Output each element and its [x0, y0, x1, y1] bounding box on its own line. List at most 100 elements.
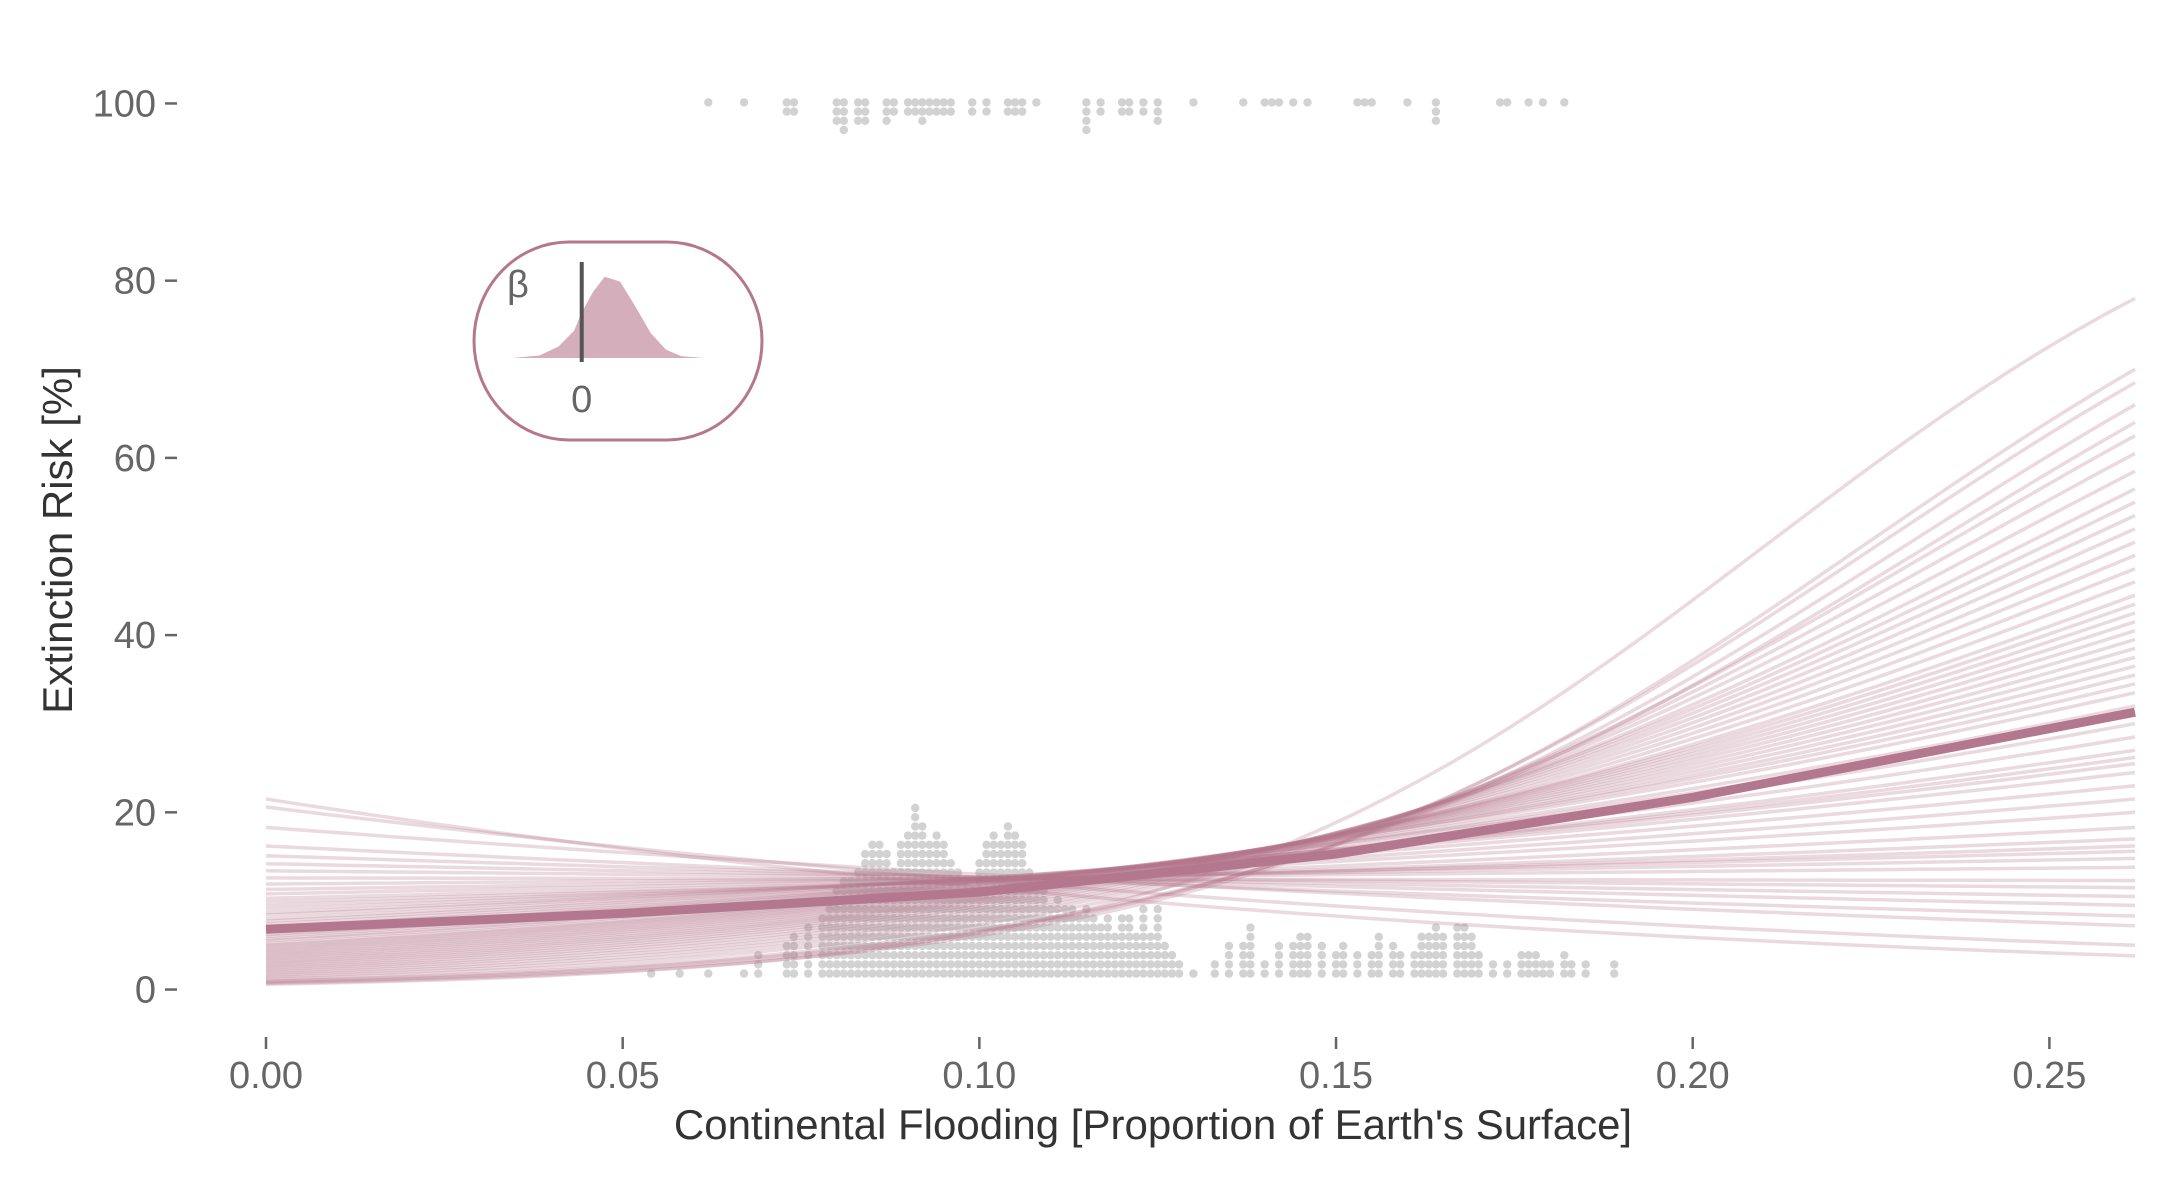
survived-point	[1032, 923, 1041, 932]
survived-point	[875, 859, 884, 868]
survived-point	[1531, 969, 1541, 978]
survived-point	[1025, 905, 1034, 914]
extinct-point	[918, 116, 927, 126]
survived-point	[939, 951, 948, 960]
survived-point	[1339, 951, 1348, 960]
survived-point	[804, 941, 813, 951]
survived-point	[1396, 969, 1405, 978]
survived-point	[946, 969, 955, 978]
survived-point	[875, 849, 884, 859]
survived-point	[754, 960, 763, 969]
extinct-point	[853, 116, 863, 126]
extinct-point	[1139, 107, 1148, 116]
survived-point	[1317, 941, 1327, 951]
survived-point	[1110, 932, 1120, 941]
survived-point	[1117, 914, 1127, 923]
survived-point	[996, 923, 1005, 932]
posterior-draw-line	[265, 602, 2136, 960]
survived-point	[1025, 923, 1034, 932]
survived-point	[932, 914, 941, 923]
survived-point	[953, 868, 963, 877]
survived-point	[975, 932, 984, 941]
survived-point	[1039, 905, 1048, 914]
survived-point	[1374, 932, 1384, 941]
survived-point	[1032, 932, 1041, 941]
survived-point	[1132, 969, 1141, 978]
survived-point	[1010, 840, 1020, 849]
survived-point	[853, 932, 863, 941]
survived-point	[1025, 969, 1034, 978]
survived-point	[868, 849, 877, 859]
survived-point	[1367, 951, 1376, 960]
posterior-draw-line	[265, 629, 2136, 955]
extinct-point	[1003, 107, 1013, 116]
survived-point	[1560, 960, 1569, 969]
y-tick-label: 40	[114, 615, 156, 657]
survived-point	[989, 905, 998, 914]
extinct-point	[1524, 98, 1533, 107]
survived-point	[875, 960, 884, 969]
survived-point	[1103, 923, 1113, 932]
survived-point	[1089, 923, 1098, 932]
survived-point	[1096, 941, 1105, 951]
extinct-point	[903, 98, 913, 107]
survived-point	[932, 831, 941, 840]
survived-point	[1117, 960, 1127, 969]
survived-point	[1096, 932, 1105, 941]
survived-point	[982, 868, 991, 877]
survived-point	[1224, 969, 1234, 978]
survived-point	[1025, 960, 1034, 969]
extinct-point	[1003, 98, 1013, 107]
survived-point	[853, 886, 863, 895]
survived-point	[1025, 895, 1034, 905]
survived-point	[1125, 923, 1134, 932]
survived-point	[1274, 951, 1284, 960]
survived-point	[1025, 941, 1034, 951]
survived-point	[1025, 951, 1034, 960]
survived-point	[1046, 905, 1055, 914]
survived-point	[1003, 923, 1013, 932]
survived-point	[882, 951, 891, 960]
survived-point	[1075, 951, 1084, 960]
inset-zero-label: 0	[571, 379, 592, 421]
survived-point	[1125, 951, 1134, 960]
survived-point	[1396, 960, 1405, 969]
survived-point	[889, 914, 898, 923]
extinct-point	[1274, 98, 1284, 107]
survived-point	[839, 932, 848, 941]
extinct-point	[1189, 98, 1198, 107]
survived-point	[1018, 932, 1027, 941]
survived-point	[989, 831, 998, 840]
survived-point	[1003, 969, 1013, 978]
survived-point	[875, 840, 884, 849]
survived-point	[903, 849, 913, 859]
survived-point	[968, 932, 977, 941]
survived-point	[1545, 960, 1555, 969]
survived-point	[1610, 960, 1619, 969]
survived-point	[1317, 951, 1327, 960]
posterior-draw-line	[265, 861, 2136, 899]
posterior-draw-line	[265, 876, 2136, 883]
survived-point	[1096, 923, 1105, 932]
posterior-draw-line	[265, 593, 2136, 962]
survived-point	[996, 849, 1005, 859]
survived-point	[1388, 969, 1398, 978]
posterior-draw-line	[265, 420, 2136, 983]
survived-point	[896, 951, 906, 960]
survived-point	[1132, 932, 1141, 941]
survived-point	[975, 941, 984, 951]
survived-point	[782, 960, 791, 969]
survived-point	[1167, 960, 1177, 969]
posterior-draw-line	[265, 844, 2136, 901]
extinct-point	[1082, 125, 1091, 135]
survived-point	[1067, 941, 1077, 951]
survived-point	[853, 951, 863, 960]
survived-point	[1239, 941, 1248, 951]
survived-point	[1224, 941, 1234, 951]
posterior-draw-line	[265, 856, 2136, 892]
survived-point	[1139, 932, 1148, 941]
survived-point	[960, 932, 970, 941]
survived-point	[1010, 895, 1020, 905]
survived-point	[861, 923, 870, 932]
